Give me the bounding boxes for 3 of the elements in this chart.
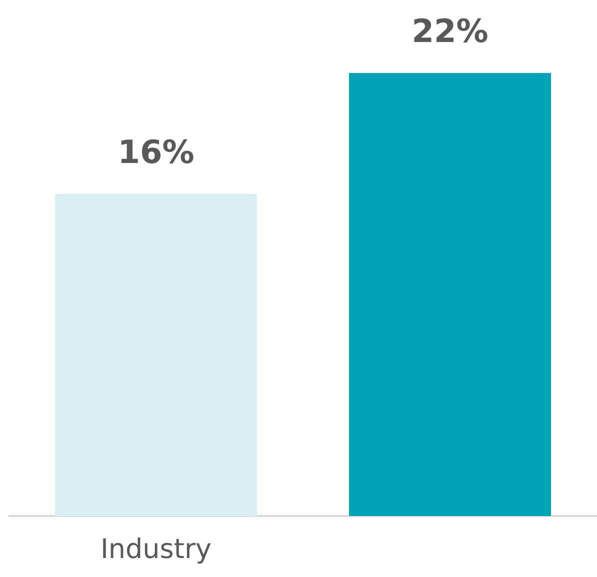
data-label: 22% bbox=[412, 12, 488, 50]
x-tick-label: Industry bbox=[100, 534, 212, 565]
data-label: 16% bbox=[118, 132, 194, 171]
